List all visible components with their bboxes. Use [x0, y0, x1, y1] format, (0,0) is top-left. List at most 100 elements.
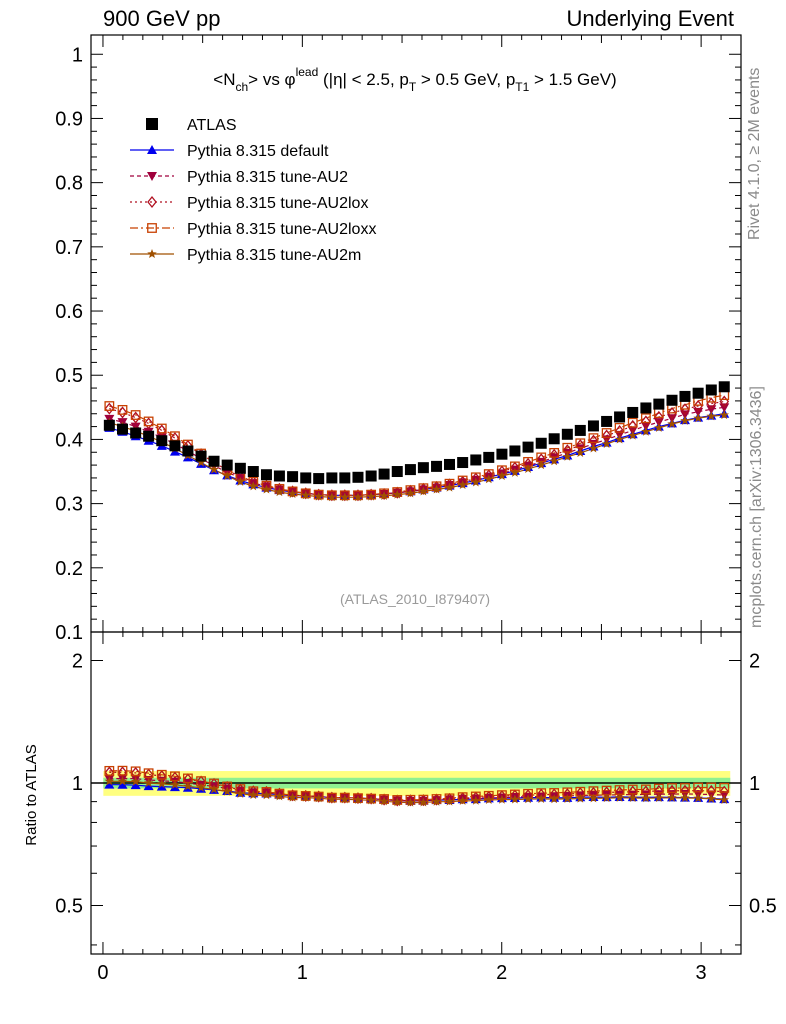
data-point [353, 794, 363, 804]
legend-label: ATLAS [187, 117, 237, 134]
data-point [287, 471, 299, 483]
data-point [366, 488, 376, 501]
legend-label: Pythia 8.315 tune-AU2lox [187, 195, 368, 212]
data-point [326, 490, 337, 501]
data-point [147, 223, 157, 233]
data-point [378, 468, 390, 480]
data-point [431, 793, 442, 806]
data-point [404, 464, 416, 476]
data-point [444, 792, 455, 805]
data-point [497, 794, 507, 804]
data-point [523, 794, 533, 804]
data-point [104, 402, 115, 415]
data-point [680, 783, 690, 793]
data-point [353, 492, 363, 502]
data-point [261, 484, 272, 494]
data-point [117, 779, 128, 789]
data-point [405, 797, 416, 807]
data-point [536, 460, 546, 470]
data-point [601, 428, 612, 438]
y-tick-label: 1 [72, 44, 83, 66]
data-point [627, 793, 638, 803]
data-point [405, 794, 416, 807]
data-point [287, 792, 298, 802]
data-point [117, 765, 128, 776]
data-point [130, 776, 141, 786]
data-point [326, 792, 337, 803]
data-point [366, 792, 376, 805]
data-point [313, 473, 325, 485]
data-point [196, 782, 206, 792]
y-tick-label: 0.2 [55, 558, 83, 580]
data-point [588, 443, 599, 453]
data-point [313, 790, 324, 803]
data-point [313, 491, 324, 501]
data-point [653, 783, 664, 794]
chart-title: <Nch> vs φlead (|η| < 2.5, pT > 0.5 GeV,… [213, 65, 616, 94]
data-point [103, 419, 115, 431]
y-tick-label: 0.4 [55, 429, 83, 451]
data-point [300, 488, 311, 499]
data-point [353, 793, 363, 804]
data-point [130, 411, 141, 424]
data-point [641, 793, 651, 803]
data-point [117, 423, 129, 435]
data-point [340, 794, 350, 804]
data-point [379, 796, 389, 806]
data-point [680, 793, 690, 803]
data-point [366, 793, 377, 804]
data-point [147, 145, 157, 154]
ratio-y-tick-label: 2 [72, 651, 83, 673]
data-point [667, 419, 677, 429]
data-point [392, 794, 403, 807]
data-point [300, 792, 311, 802]
data-point [274, 787, 285, 800]
legend-label: Pythia 8.315 tune-AU2 [187, 169, 348, 186]
data-point [366, 795, 376, 805]
data-point [431, 484, 442, 494]
data-point [627, 417, 638, 428]
data-point [235, 476, 246, 486]
ratio-y-tick-label: 1 [72, 773, 83, 795]
legend-label: Pythia 8.315 default [187, 143, 329, 160]
data-point [339, 490, 350, 501]
data-point [574, 424, 586, 436]
data-point [443, 458, 455, 470]
data-point [379, 490, 389, 500]
x-tick-label: 3 [696, 962, 707, 984]
data-point [509, 445, 521, 457]
data-point [640, 402, 652, 414]
data-point [510, 467, 520, 477]
y-tick-label: 0.7 [55, 237, 83, 259]
data-point [706, 782, 717, 793]
x-tick-label: 2 [496, 962, 507, 984]
data-point [719, 403, 730, 413]
data-point [339, 791, 350, 804]
data-point [313, 488, 324, 501]
data-point [484, 474, 494, 484]
data-point [143, 430, 155, 442]
data-point [147, 249, 157, 259]
data-point [327, 794, 337, 804]
data-point [392, 797, 403, 807]
data-point [418, 482, 429, 495]
data-point [222, 786, 232, 796]
data-point [431, 480, 442, 493]
data-point [666, 394, 678, 406]
data-point [706, 411, 717, 421]
data-point [353, 489, 363, 502]
data-point [170, 779, 180, 789]
data-point [156, 435, 168, 447]
data-point [483, 451, 495, 463]
ratio-y-tick-label: 0.5 [55, 895, 83, 917]
data-point [379, 487, 389, 501]
data-point [457, 480, 468, 490]
data-point [588, 433, 599, 444]
data-point [365, 470, 377, 482]
ratio-panel-axes: 0 1 2 3 0.5 0.5 1 1 2 2 [55, 631, 777, 984]
data-point [104, 776, 115, 786]
data-point [130, 410, 141, 420]
data-point [146, 118, 158, 130]
data-point [562, 793, 573, 803]
